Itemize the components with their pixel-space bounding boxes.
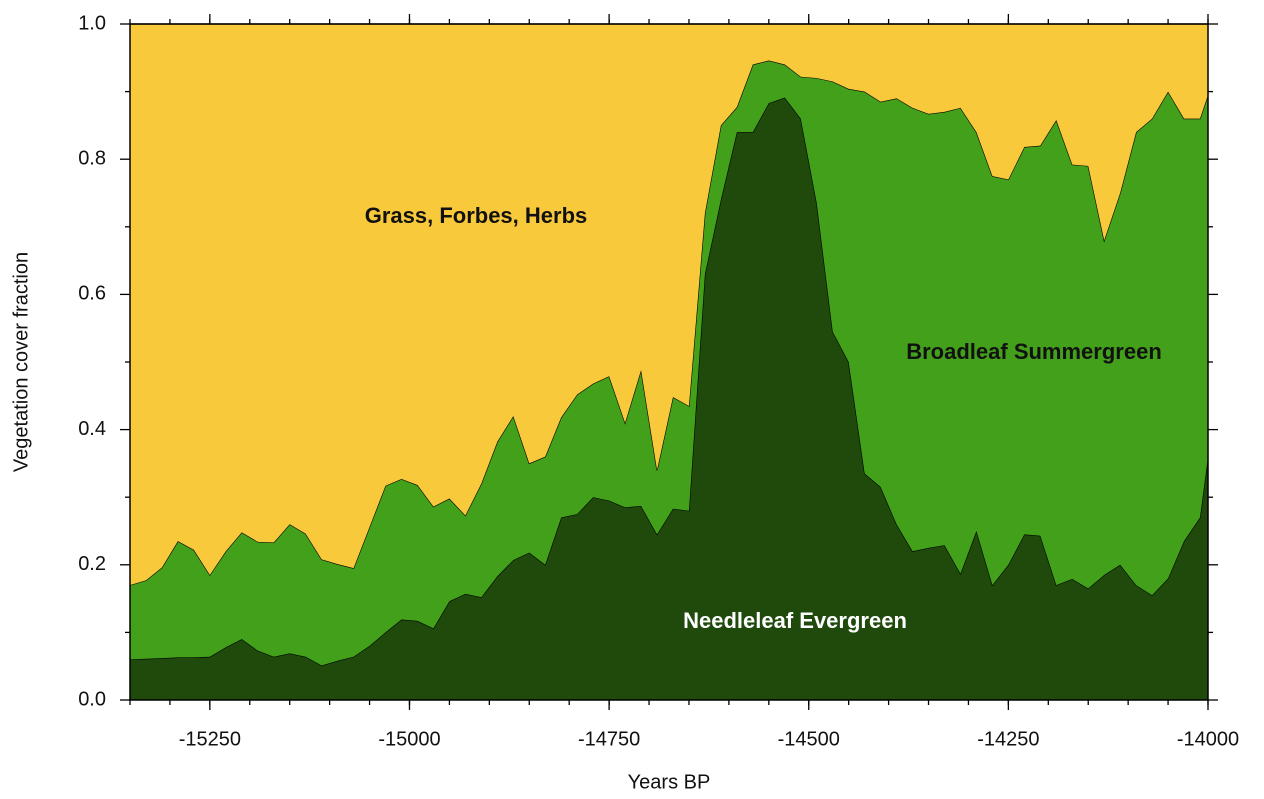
y-axis-label: Vegetation cover fraction (10, 252, 32, 472)
area (130, 60, 1208, 666)
x-tick-label: -15000 (378, 728, 440, 750)
area-label: Broadleaf Summergreen (906, 339, 1162, 364)
area (130, 97, 1208, 700)
y-tick-label: 0.0 (78, 688, 106, 710)
y-tick-label: 1.0 (78, 12, 106, 34)
y-tick-label: 0.8 (78, 147, 106, 169)
x-tick-label: -14000 (1177, 728, 1239, 750)
x-axis-label: Years BP (628, 771, 711, 793)
y-tick-label: 0.6 (78, 283, 106, 305)
y-tick-label: 0.2 (78, 553, 106, 575)
y-tick-label: 0.4 (78, 418, 106, 440)
x-tick-label: -15250 (179, 728, 241, 750)
area-label: Grass, Forbes, Herbs (365, 203, 588, 228)
area (130, 24, 1208, 586)
area-label: Needleleaf Evergreen (683, 608, 907, 633)
x-tick-label: -14750 (578, 728, 640, 750)
x-tick-label: -14250 (977, 728, 1039, 750)
x-tick-label: -14500 (778, 728, 840, 750)
